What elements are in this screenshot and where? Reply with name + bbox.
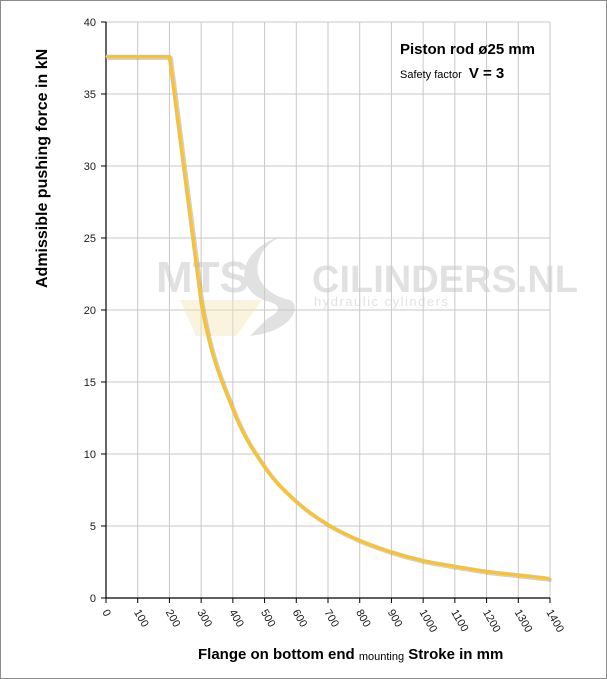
data-point [200, 302, 202, 304]
data-point [486, 570, 488, 572]
x-tick-label: 1200 [480, 608, 503, 635]
watermark-swoosh-icon [244, 236, 295, 336]
x-tick-label: 700 [321, 608, 341, 630]
watermark-brand-right: CILINDERS.NL [312, 259, 578, 301]
data-point [264, 466, 266, 468]
y-tick-label: 15 [84, 377, 96, 389]
x-tick-label: 300 [195, 608, 215, 630]
x-tick-label: 1000 [417, 608, 440, 635]
x-axis-title: Flange on bottom end mounting Stroke in … [198, 646, 503, 664]
y-tick-label: 35 [84, 89, 96, 101]
y-tick-label: 40 [84, 17, 96, 29]
x-tick-labels: 0 100 200 300 400 500 600 700 800 900 1000 1100 1200… [99, 608, 566, 635]
x-tick-label: 200 [163, 608, 183, 630]
watermark-tagline: hydraulic cylinders [314, 294, 449, 309]
annotation-safety-label: Safety factor [400, 69, 462, 81]
x-tick-label: 600 [290, 608, 310, 630]
x-tick-label: 1400 [543, 608, 566, 635]
x-axis-title-sub: mounting [359, 651, 404, 663]
x-tick-label: 900 [385, 608, 405, 630]
y-tick-label: 5 [90, 521, 96, 533]
x-tick-label: 1300 [512, 608, 535, 635]
x-axis-title-unit: Stroke in mm [408, 646, 503, 663]
data-point [105, 56, 107, 58]
watermark-logo: MTS CILINDERS.NL hydraulic cylinders [156, 236, 578, 336]
x-axis-title-main: Flange on bottom end [198, 646, 355, 663]
y-tick-label: 30 [84, 161, 96, 173]
x-tick-label: 1100 [448, 608, 470, 634]
gridlines [106, 21, 551, 598]
data-point [454, 565, 456, 567]
x-tick-label: 800 [353, 608, 373, 630]
watermark-brand-left: MTS [156, 253, 249, 302]
data-point [390, 551, 392, 553]
data-point [232, 408, 234, 410]
data-point [327, 524, 329, 526]
watermark-accent-shape [180, 300, 262, 336]
data-point [422, 560, 424, 562]
series-layer [105, 54, 552, 583]
y-tick-label: 10 [84, 449, 96, 461]
series-line-shadow [107, 56, 552, 583]
x-tick-label: 100 [131, 608, 151, 630]
y-axis-title: Admissible pushing force in kN [34, 49, 51, 288]
data-point [359, 539, 361, 541]
data-point [295, 501, 297, 503]
y-tick-labels: 0 5 10 15 20 25 30 35 40 [84, 17, 96, 605]
data-point [549, 578, 551, 580]
annotation-safety: Safety factor V = 3 [400, 65, 504, 82]
annotation-piston-rod: Piston rod ø25 mm [400, 41, 535, 58]
axes [101, 21, 551, 603]
data-point [517, 574, 519, 576]
data-point [168, 56, 170, 58]
x-tick-label: 0 [99, 608, 112, 619]
x-tick-label: 400 [226, 608, 246, 630]
y-tick-label: 20 [84, 305, 96, 317]
annotation-safety-value: V = 3 [469, 65, 504, 82]
x-tick-label: 500 [258, 608, 278, 630]
y-tick-label: 0 [90, 593, 96, 605]
y-tick-label: 25 [84, 233, 96, 245]
